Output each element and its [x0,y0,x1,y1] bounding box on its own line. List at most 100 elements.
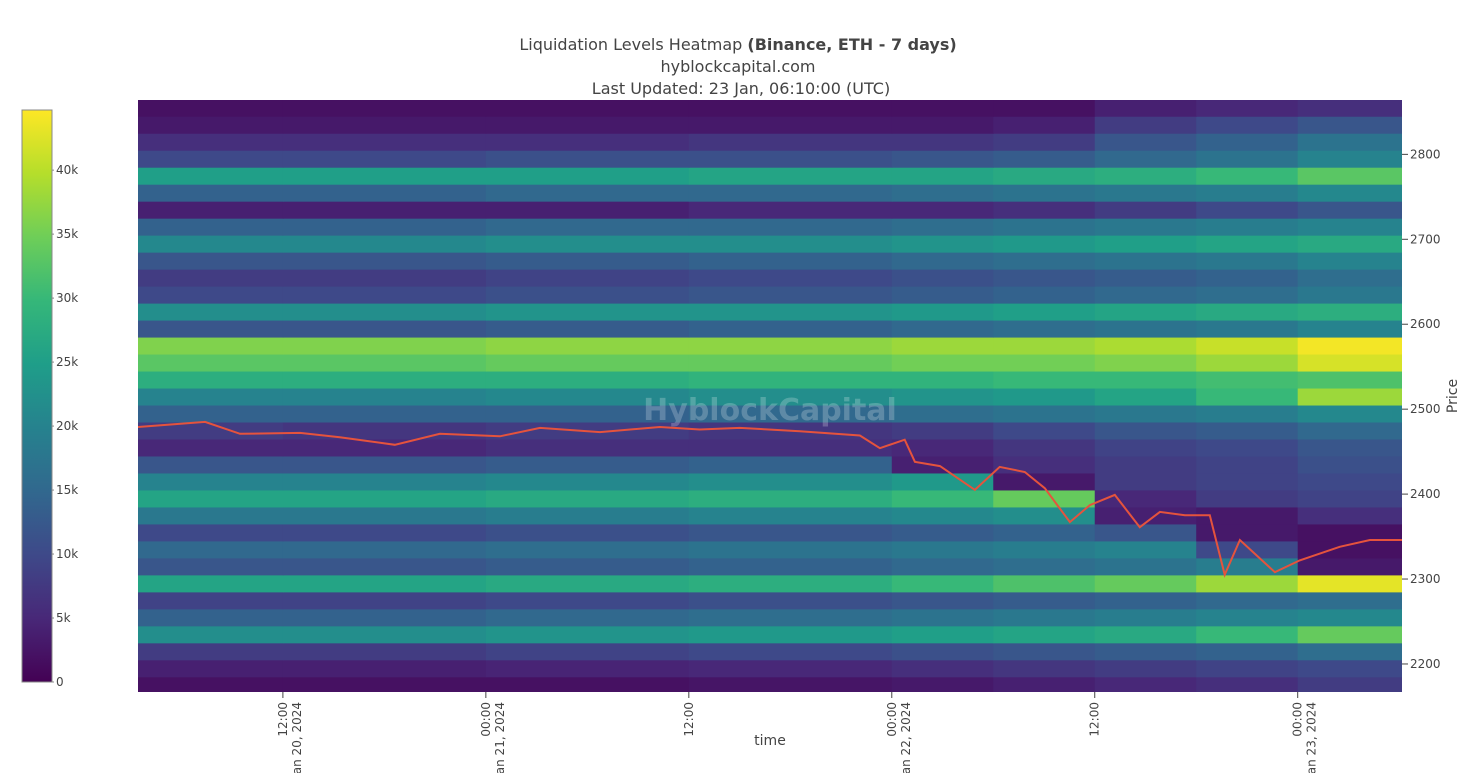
heat-cell [1196,252,1299,270]
heat-cell [688,353,893,372]
heat-cell [891,133,994,151]
heat-cell [138,302,284,321]
heat-cell [1297,608,1402,627]
heat-cell [282,218,487,236]
heat-cell [1094,336,1197,355]
heat-cell [138,218,284,236]
heat-cell [282,642,487,661]
heat-cell [1196,218,1299,236]
heat-cell [891,201,994,219]
colorbar [21,109,53,683]
heat-cell [891,269,994,287]
heat-cell [688,336,893,355]
heat-cell [993,472,1096,491]
heat-cell [1094,608,1197,627]
heat-cell [138,540,284,559]
heat-cell [1297,540,1402,559]
heat-cell [485,252,690,270]
heat-cell [891,150,994,168]
heat-cell [138,404,284,423]
heat-cell [138,659,284,678]
x-tick-label: 12:00 [1088,702,1102,737]
heat-cell [1196,489,1299,508]
heat-cell [282,302,487,321]
heat-cell [485,319,690,338]
heat-cell [1297,659,1402,678]
heat-cell [688,608,893,627]
heat-cell [688,387,893,406]
heat-cell [1297,676,1402,692]
watermark: HyblockCapital [643,393,897,428]
heat-cell [688,150,893,168]
heat-cell [282,150,487,168]
heat-cell [1297,336,1402,355]
colorbar-tick-label: 5k [56,611,71,625]
heat-cell [993,353,1096,372]
price-line [138,420,1402,578]
heat-cell [891,659,994,678]
y-tick-label: 2700 [1410,232,1441,246]
heat-cell [891,252,994,270]
heat-cell [1297,489,1402,508]
heat-cell [891,353,994,372]
heat-cell [1196,608,1299,627]
heat-cell [891,421,994,440]
heat-cell [1297,387,1402,406]
heat-cell [282,455,487,474]
heat-cell [1196,235,1299,253]
heat-cell [993,489,1096,508]
x-tick-date: Jan 21, 2024 [493,702,507,773]
heat-cell [688,506,893,525]
heat-cell [891,100,994,117]
heat-cell [1196,387,1299,406]
colorbar-tick-label: 25k [56,355,78,369]
heat-cell [993,218,1096,236]
heat-cell [138,269,284,287]
heat-cell [1094,201,1197,219]
heat-cell [138,133,284,151]
heat-cell [282,489,487,508]
heat-cell [688,438,893,457]
heat-cell [282,438,487,457]
heat-cell [993,608,1096,627]
heat-cell [1196,184,1299,202]
colorbar-tick-label: 30k [56,291,78,305]
heat-cell [485,218,690,236]
heat-cell [485,625,690,644]
heat-cell [282,100,487,117]
heat-cell [688,557,893,576]
heat-cell [993,269,1096,287]
heat-cell [1297,353,1402,372]
heat-cell [138,506,284,525]
heat-cell [993,523,1096,542]
heat-cell [1196,523,1299,542]
heat-cell [1297,116,1402,134]
heat-cell [282,353,487,372]
heat-cell [1196,438,1299,457]
heat-cell [138,252,284,270]
heat-cell [1297,574,1402,593]
heat-cell [993,591,1096,610]
x-axis-label: time [754,733,786,749]
heat-cell [1297,302,1402,321]
heat-cell [993,133,1096,151]
heat-cell [1297,404,1402,423]
heat-cell [1196,116,1299,134]
heat-cell [1094,591,1197,610]
heat-cell [282,574,487,593]
heat-cell [138,319,284,338]
heat-cell [485,167,690,185]
heat-cell [1196,625,1299,644]
heat-cell [993,100,1096,117]
heat-cell [138,370,284,389]
heat-cell [1196,472,1299,491]
heat-cell [1297,438,1402,457]
heat-cell [891,608,994,627]
heat-cell [993,387,1096,406]
heat-cell [485,387,690,406]
heat-cell [138,455,284,474]
heat-cell [891,302,994,321]
heat-cell [993,252,1096,270]
heat-cell [282,608,487,627]
